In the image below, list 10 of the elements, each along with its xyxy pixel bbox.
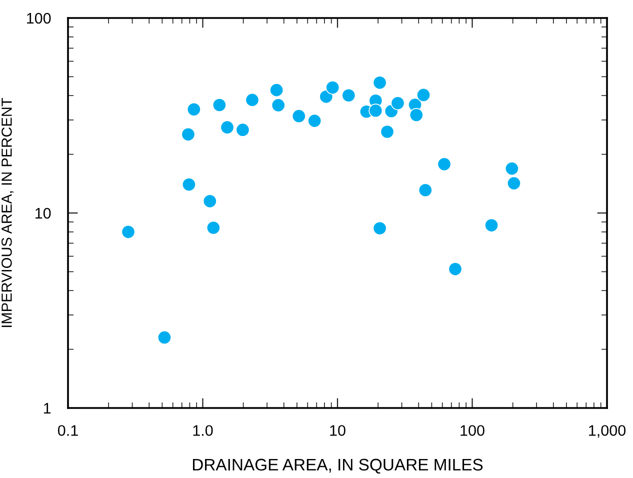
x-tick-label: 10	[330, 425, 346, 436]
x-tick-label: 1,000	[589, 425, 626, 438]
y-tick-label: 1	[44, 403, 51, 414]
x-tick-label: 0.1	[58, 425, 78, 436]
y-tick-label: 10	[36, 208, 51, 219]
y-axis-title: IMPERVIOUS AREA, IN PERCENT	[2, 98, 14, 328]
x-tick-label: 100	[460, 425, 484, 436]
y-tick-label: 100	[27, 12, 51, 24]
x-axis-title: DRAINAGE AREA, IN SQUARE MILES	[192, 458, 483, 474]
x-tick-label: 1.0	[193, 425, 213, 436]
